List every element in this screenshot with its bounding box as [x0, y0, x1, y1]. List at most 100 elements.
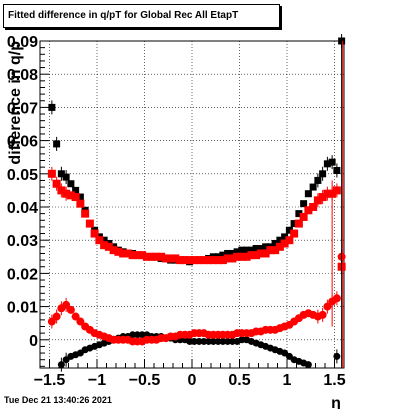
data-point-square — [176, 256, 185, 265]
data-point-square — [247, 246, 255, 254]
data-point-square — [52, 179, 61, 188]
data-point-square — [223, 254, 232, 263]
data-point-square — [313, 196, 322, 205]
data-point-square — [114, 247, 123, 256]
x-tick-label: 0 — [188, 372, 197, 389]
data-point-square — [128, 251, 137, 260]
data-point-square — [47, 169, 56, 178]
data-point-square — [157, 252, 166, 261]
y-tick-label: 0.07 — [7, 100, 38, 117]
x-tick-label: 1 — [283, 372, 292, 389]
data-point-square — [257, 244, 265, 252]
data-point-square — [271, 240, 279, 248]
data-point-square — [256, 249, 265, 258]
data-point-square — [247, 251, 256, 260]
data-point-square — [238, 246, 246, 254]
data-point-square — [71, 193, 80, 202]
x-tick-label: −1 — [88, 372, 106, 389]
y-axis-title: difference in q/p — [7, 41, 24, 165]
y-tick-label: 0.05 — [7, 167, 38, 184]
y-tick-label: 0.01 — [7, 300, 38, 317]
data-point-square — [195, 256, 204, 265]
data-point-square — [314, 176, 322, 184]
data-point-square — [242, 252, 251, 261]
data-point-square — [123, 249, 132, 258]
data-point-square — [228, 254, 237, 263]
data-point-square — [219, 251, 227, 259]
data-point-square — [62, 173, 70, 181]
data-point-square — [57, 170, 65, 178]
data-point-square — [280, 239, 289, 248]
data-point-square — [328, 158, 336, 166]
data-point-square — [161, 254, 170, 263]
data-point-square — [142, 252, 151, 261]
data-point-square — [304, 190, 312, 198]
data-point-circle — [52, 312, 61, 321]
x-axis-title: η — [331, 395, 341, 409]
x-tick-label: 1.5 — [323, 372, 345, 389]
data-point-square — [209, 256, 218, 265]
data-point-square — [218, 256, 227, 265]
y-tick-label: 0.02 — [7, 266, 38, 283]
x-tick-label: 0.5 — [228, 372, 250, 389]
data-point-square — [53, 140, 61, 148]
data-point-square — [62, 189, 71, 198]
data-point-square — [290, 220, 298, 228]
data-point-circle — [332, 294, 341, 303]
data-point-circle — [304, 361, 312, 369]
data-point-square — [304, 206, 313, 215]
data-point-circle — [318, 310, 327, 319]
data-point-square — [57, 186, 66, 195]
data-point-square — [295, 210, 303, 218]
data-point-square — [204, 256, 213, 265]
data-point-square — [147, 252, 156, 261]
data-point-square — [266, 246, 275, 255]
data-point-circle — [62, 300, 71, 309]
data-point-square — [180, 256, 189, 265]
data-point-square — [309, 183, 317, 191]
data-point-square — [66, 191, 75, 200]
data-point-square — [261, 249, 270, 258]
data-point-square — [323, 189, 332, 198]
data-point-circle — [57, 361, 65, 369]
data-point-square — [332, 186, 341, 195]
data-point-circle — [66, 305, 75, 314]
chart-title: Fitted difference in q/pT for Global Rec… — [3, 4, 280, 28]
data-point-square — [333, 166, 341, 174]
data-point-square — [323, 160, 331, 168]
data-point-circle — [71, 312, 80, 321]
y-tick-label: 0.09 — [7, 34, 38, 51]
data-point-square — [243, 246, 251, 254]
data-point-square — [48, 103, 56, 111]
data-point-square — [138, 251, 147, 260]
timestamp: Tue Dec 21 13:40:26 2021 — [4, 395, 112, 405]
y-tick-label: 0.03 — [7, 233, 38, 250]
data-point-square — [166, 254, 175, 263]
data-points — [47, 34, 346, 372]
y-tick-label: 0.08 — [7, 67, 38, 84]
data-point-square — [95, 236, 104, 245]
y-tick-label: 0.04 — [7, 200, 38, 217]
data-point-square — [271, 246, 280, 255]
data-point-square — [119, 249, 128, 258]
data-point-square — [233, 248, 241, 256]
data-point-circle — [333, 352, 341, 360]
data-point-square — [252, 244, 260, 252]
data-point-square — [190, 256, 199, 265]
y-tick-label: 0.06 — [7, 134, 38, 151]
data-point-square — [90, 229, 99, 238]
data-point-square — [319, 170, 327, 178]
data-point-square — [276, 236, 284, 244]
data-point-square — [152, 252, 161, 261]
data-point-square — [281, 233, 289, 241]
data-point-square — [109, 246, 118, 255]
data-point-square — [72, 186, 80, 194]
data-point-square — [285, 236, 294, 245]
data-point-square — [67, 180, 75, 188]
data-point-square — [309, 202, 318, 211]
data-point-square — [233, 252, 242, 261]
data-point-square — [185, 256, 194, 265]
data-point-square — [294, 219, 303, 228]
data-point-circle — [76, 317, 85, 326]
